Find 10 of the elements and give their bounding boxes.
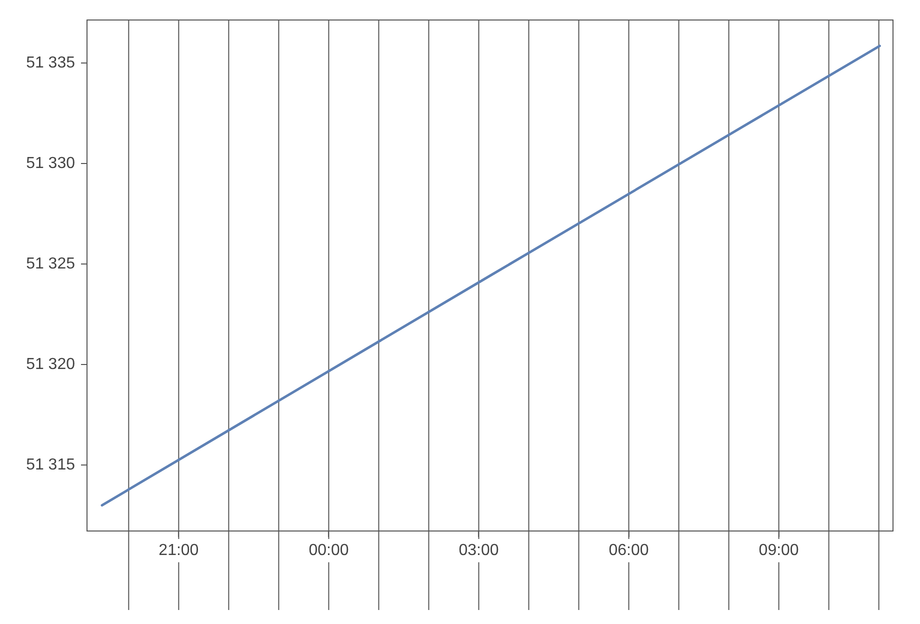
y-tick-label: 51 315 xyxy=(26,456,76,474)
x-tick-label: 21:00 xyxy=(158,542,199,560)
x-tick-label: 06:00 xyxy=(608,542,649,560)
x-tick-label: 00:00 xyxy=(308,542,349,560)
y-tick-label: 51 330 xyxy=(26,154,76,172)
y-tick-label: 51 320 xyxy=(26,356,76,373)
x-tick-label: 03:00 xyxy=(458,542,499,560)
y-tick-label: 51 325 xyxy=(26,255,76,272)
x-tick-label: 09:00 xyxy=(758,542,799,560)
y-tick-label: 51 335 xyxy=(26,54,76,72)
